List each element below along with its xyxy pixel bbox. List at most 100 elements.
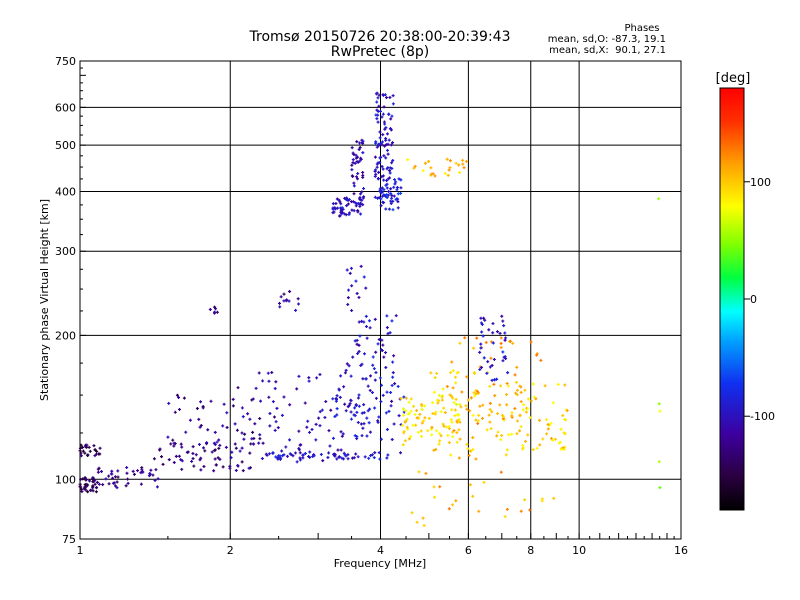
data-point [342, 212, 346, 216]
data-point [347, 364, 351, 368]
data-point [465, 442, 469, 446]
data-point [355, 175, 359, 179]
data-point [360, 198, 364, 202]
data-point [499, 346, 503, 350]
data-point [357, 404, 361, 408]
data-point [422, 419, 426, 423]
data-point [482, 316, 486, 320]
data-point [390, 399, 394, 403]
data-point [391, 141, 395, 145]
data-point [79, 454, 83, 458]
data-point [503, 338, 507, 342]
data-point [217, 446, 221, 450]
data-point [172, 461, 176, 465]
data-point [385, 178, 389, 182]
data-point [125, 466, 129, 470]
data-point [411, 423, 415, 427]
data-point [355, 140, 359, 144]
data-point [217, 438, 221, 442]
data-point [331, 436, 335, 440]
data-point [550, 436, 554, 440]
data-point [240, 460, 244, 464]
data-point [393, 178, 397, 182]
data-point [349, 410, 353, 414]
data-point [356, 352, 360, 356]
data-point [328, 444, 332, 448]
data-point [474, 392, 478, 396]
data-point [381, 93, 385, 97]
data-point [388, 169, 392, 173]
data-point [85, 484, 89, 488]
data-point [86, 453, 90, 457]
data-point [384, 411, 388, 415]
data-point [353, 161, 357, 165]
data-point [323, 415, 327, 419]
data-point [101, 483, 105, 487]
data-point [356, 396, 360, 400]
data-point [385, 132, 389, 136]
data-point [268, 411, 272, 415]
data-point [380, 186, 384, 190]
data-point [431, 401, 435, 405]
data-point [358, 334, 362, 338]
data-point [434, 429, 438, 433]
data-point [230, 450, 234, 454]
data-point [234, 446, 238, 450]
data-point [521, 447, 525, 451]
data-point [373, 174, 377, 178]
data-point [277, 301, 281, 305]
data-point [367, 421, 371, 425]
data-point [382, 201, 386, 205]
data-point [250, 437, 254, 441]
data-point [362, 320, 366, 324]
data-point [379, 141, 383, 145]
data-point [379, 197, 383, 201]
data-point [373, 169, 377, 173]
data-point [332, 210, 336, 214]
data-point [359, 156, 363, 160]
data-point [234, 468, 238, 472]
y-tick-label: 500 [55, 139, 76, 152]
data-point [274, 455, 278, 459]
data-point [516, 388, 520, 392]
data-point [360, 319, 364, 323]
data-point [461, 162, 465, 166]
data-point [376, 419, 380, 423]
data-point [372, 367, 376, 371]
data-point [455, 413, 459, 417]
data-point [295, 460, 299, 464]
data-point [376, 109, 380, 113]
data-point [197, 417, 201, 421]
data-point [505, 403, 509, 407]
data-point [432, 390, 436, 394]
data-point [236, 386, 240, 390]
data-point [395, 186, 399, 190]
data-point [488, 365, 492, 369]
data-point [360, 434, 364, 438]
data-point [194, 453, 198, 457]
data-point [351, 200, 355, 204]
data-point [385, 390, 389, 394]
data-point [360, 190, 364, 194]
data-point [192, 464, 196, 468]
data-point [374, 141, 378, 145]
data-point [206, 428, 210, 432]
data-point [535, 446, 539, 450]
data-point [355, 155, 359, 159]
data-point [389, 117, 393, 121]
data-point [405, 425, 409, 429]
data-point [461, 158, 465, 162]
data-point [420, 402, 424, 406]
data-point [385, 96, 389, 100]
data-point [478, 350, 482, 354]
data-point [354, 403, 358, 407]
data-point [231, 404, 235, 408]
data-point [346, 296, 350, 300]
data-point [446, 173, 450, 177]
data-point [532, 395, 536, 399]
data-point [215, 310, 219, 314]
data-point [346, 453, 350, 457]
data-point [395, 197, 399, 201]
data-point [379, 204, 383, 208]
data-point [451, 435, 455, 439]
